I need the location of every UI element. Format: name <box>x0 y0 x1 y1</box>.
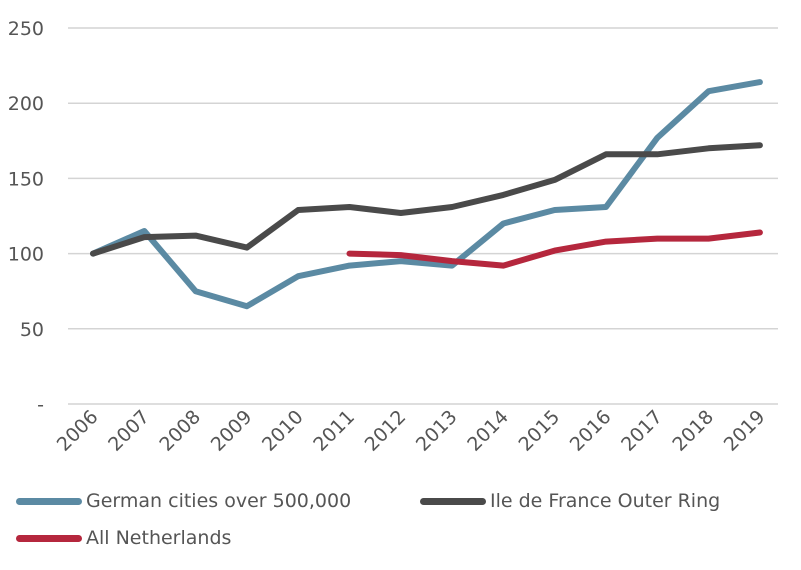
series-line-all-netherlands <box>346 229 763 269</box>
x-tick-label-2010: 2010 <box>258 406 308 456</box>
x-tick-label-2017: 2017 <box>617 406 667 456</box>
x-tick-label-2019: 2019 <box>720 406 770 456</box>
series-line-ile-de-france-outer-ring <box>90 142 763 257</box>
y-tick-label-200: 200 <box>8 93 44 115</box>
x-tick-label-2013: 2013 <box>412 406 462 456</box>
x-tick-label-2014: 2014 <box>463 406 513 456</box>
legend-item-german-cities: German cities over 500,000 <box>16 490 351 512</box>
x-tick-label-2006: 2006 <box>53 406 103 456</box>
legend-item-ile-de-france: Ile de France Outer Ring <box>420 490 720 512</box>
legend-item-all-netherlands: All Netherlands <box>16 527 231 549</box>
y-tick-label-100: 100 <box>8 244 44 266</box>
legend-swatch-german-cities <box>16 497 82 505</box>
x-tick-label-2007: 2007 <box>104 406 154 456</box>
legend-label-german-cities: German cities over 500,000 <box>86 490 352 512</box>
legend-label-ile-de-france: Ile de France Outer Ring <box>490 490 721 512</box>
y-tick-label-50: 50 <box>20 319 44 341</box>
legend-swatch-all-netherlands <box>16 534 82 542</box>
x-tick-label-2018: 2018 <box>668 406 718 456</box>
x-tick-label-2008: 2008 <box>155 406 205 456</box>
x-tick-label-2009: 2009 <box>207 406 257 456</box>
x-tick-label-2012: 2012 <box>361 406 411 456</box>
x-tick-label-2011: 2011 <box>309 406 359 456</box>
y-tick-label-150: 150 <box>8 168 44 190</box>
y-tick-label-250: 250 <box>8 18 44 40</box>
x-tick-label-2016: 2016 <box>566 406 616 456</box>
series-line-german-cities-over-500-000 <box>90 79 763 310</box>
legend-swatch-ile-de-france <box>420 497 486 505</box>
x-tick-label-2015: 2015 <box>514 406 564 456</box>
chart-legend: German cities over 500,000 Ile de France… <box>0 486 801 566</box>
y-tick-label-0: - <box>37 394 44 416</box>
legend-label-all-netherlands: All Netherlands <box>86 527 232 549</box>
